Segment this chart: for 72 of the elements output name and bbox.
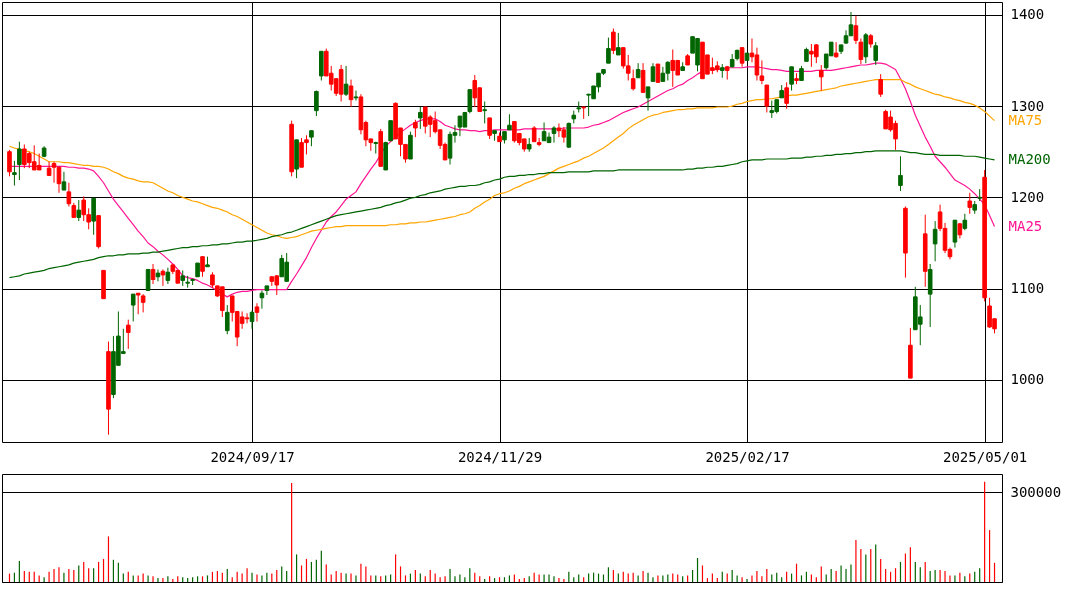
candlestick bbox=[784, 81, 789, 110]
y-tick-label: 1400 bbox=[1010, 6, 1045, 23]
candlestick bbox=[61, 171, 67, 191]
candlestick bbox=[467, 89, 473, 114]
candlestick bbox=[645, 86, 651, 112]
candlestick bbox=[7, 149, 12, 177]
candlestick bbox=[388, 120, 393, 142]
candlestick bbox=[343, 65, 349, 97]
candlestick bbox=[91, 197, 96, 236]
series-label: MA75 bbox=[1008, 111, 1043, 128]
candlestick bbox=[76, 199, 82, 222]
candlestick bbox=[12, 160, 17, 186]
candlestick bbox=[655, 63, 661, 83]
series-label: MA25 bbox=[1008, 217, 1043, 234]
candlestick bbox=[348, 79, 354, 108]
candlestick bbox=[833, 41, 839, 59]
candlestick bbox=[541, 122, 547, 142]
candlestick bbox=[898, 155, 903, 192]
candlestick bbox=[873, 41, 879, 66]
candlestick bbox=[606, 37, 611, 64]
y-tick-label: 1000 bbox=[1010, 371, 1045, 388]
candlestick bbox=[472, 74, 478, 108]
candlestick bbox=[967, 192, 973, 215]
candlestick bbox=[254, 302, 260, 322]
candlestick bbox=[670, 48, 676, 88]
line-series bbox=[8, 150, 996, 279]
candlestick bbox=[482, 101, 487, 124]
candlestick bbox=[125, 319, 131, 350]
candlestick bbox=[551, 125, 557, 144]
x-tick-label: 2024/11/29 bbox=[457, 448, 543, 465]
candlestick bbox=[611, 27, 616, 55]
candlestick bbox=[279, 254, 285, 278]
candlestick bbox=[932, 220, 938, 262]
x-tick-label: 2025/05/01 bbox=[942, 448, 1028, 465]
candlestick bbox=[130, 293, 136, 322]
candlestick bbox=[200, 256, 205, 278]
series-label: MA200 bbox=[1008, 150, 1051, 167]
candlestick bbox=[81, 195, 87, 222]
candlestick bbox=[878, 73, 883, 98]
candlestick bbox=[556, 122, 562, 138]
line-series bbox=[8, 78, 996, 240]
x-tick-label: 2024/09/17 bbox=[210, 448, 295, 465]
candlestick bbox=[640, 62, 646, 93]
candlestick bbox=[145, 268, 151, 291]
candlestick bbox=[314, 90, 319, 117]
candlestick bbox=[952, 219, 958, 249]
candlestick bbox=[244, 312, 250, 324]
candlestick bbox=[487, 117, 492, 140]
candlestick bbox=[818, 64, 824, 92]
candlestick bbox=[51, 161, 57, 184]
candlestick bbox=[739, 47, 745, 68]
candlestick bbox=[566, 122, 572, 149]
candlestick bbox=[418, 106, 423, 130]
candlestick bbox=[408, 131, 413, 160]
candlestick bbox=[224, 304, 230, 335]
candlestick bbox=[259, 289, 265, 310]
candlestick bbox=[160, 268, 166, 287]
candlestick bbox=[155, 268, 161, 282]
candlestick bbox=[789, 66, 794, 92]
candlestick bbox=[616, 32, 621, 56]
y-tick-label: 1100 bbox=[1010, 280, 1045, 297]
candlestick bbox=[17, 141, 22, 181]
y-tick-label: 1200 bbox=[1010, 188, 1045, 205]
y-tick-label: 1300 bbox=[1010, 97, 1045, 114]
candlestick bbox=[140, 293, 146, 313]
candlestick bbox=[863, 32, 869, 64]
candlestick bbox=[630, 69, 636, 92]
y-tick-label: 300000 bbox=[1010, 483, 1062, 500]
candlestick bbox=[353, 90, 359, 102]
x-tick-label: 2025/02/17 bbox=[705, 448, 790, 465]
candlestick bbox=[764, 84, 770, 113]
candlestick bbox=[650, 62, 656, 82]
